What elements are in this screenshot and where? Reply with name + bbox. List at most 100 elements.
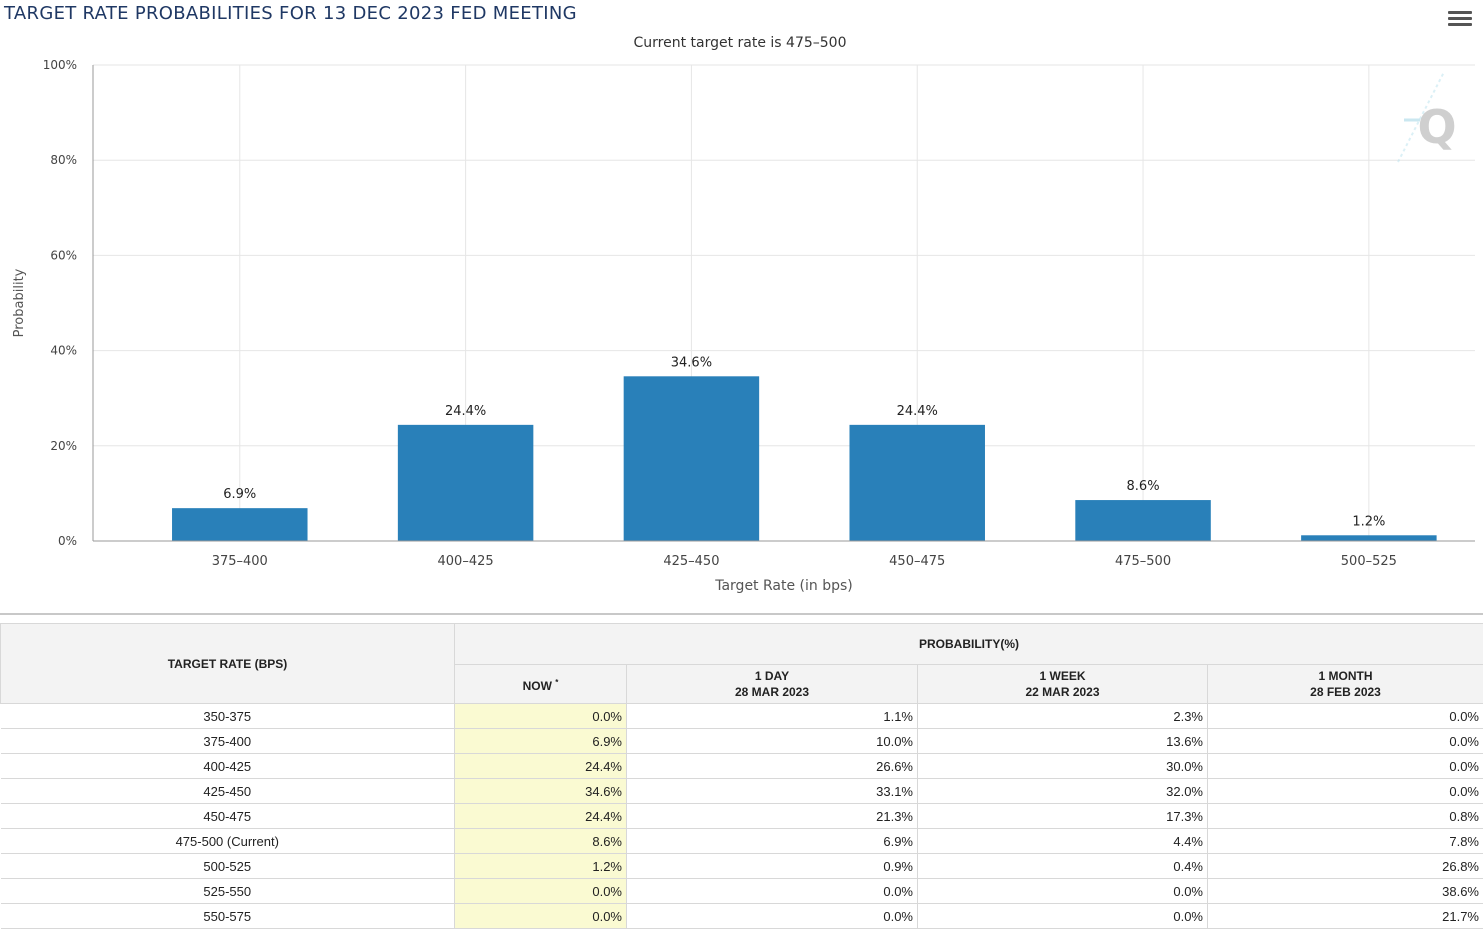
x-axis-title: Target Rate (in bps) bbox=[714, 578, 853, 594]
table-row: 400-425 24.4% 26.6% 30.0% 0.0% bbox=[1, 754, 1483, 779]
bar bbox=[398, 425, 533, 541]
bar bbox=[624, 376, 759, 541]
menu-bar bbox=[1448, 17, 1472, 20]
x-tick-label: 375–400 bbox=[212, 554, 268, 569]
bars bbox=[172, 376, 1437, 541]
probability-table: TARGET RATE (BPS) PROBABILITY(%) NOW * 1… bbox=[0, 623, 1483, 929]
one-week-probability-cell: 0.0% bbox=[918, 879, 1208, 904]
section-divider bbox=[0, 613, 1483, 615]
x-tick-label: 450–475 bbox=[889, 554, 945, 569]
one-day-column-header: 1 DAY 28 MAR 2023 bbox=[627, 665, 918, 704]
menu-bar bbox=[1448, 11, 1472, 14]
one-week-probability-cell: 32.0% bbox=[918, 779, 1208, 804]
one-day-probability-cell: 21.3% bbox=[627, 804, 918, 829]
y-tick-label: 60% bbox=[50, 248, 77, 262]
bar bbox=[849, 425, 984, 541]
chart-subtitle: Current target rate is 475–500 bbox=[633, 35, 846, 51]
data-labels: 6.9% 24.4% 34.6% 24.4% 8.6% 1.2% bbox=[223, 355, 1385, 529]
table-row: 500-525 1.2% 0.9% 0.4% 26.8% bbox=[1, 854, 1483, 879]
now-probability-cell: 8.6% bbox=[455, 829, 627, 854]
bar bbox=[1075, 500, 1210, 541]
q-watermark-icon: Q bbox=[1398, 72, 1457, 162]
target-rate-cell: 525-550 bbox=[1, 879, 455, 904]
target-rate-cell: 400-425 bbox=[1, 754, 455, 779]
one-month-column-header: 1 MONTH 28 FEB 2023 bbox=[1208, 665, 1483, 704]
y-axis-title: Probability bbox=[12, 268, 27, 337]
one-day-probability-cell: 26.6% bbox=[627, 754, 918, 779]
target-rate-cell: 500-525 bbox=[1, 854, 455, 879]
one-month-probability-cell: 0.0% bbox=[1208, 779, 1483, 804]
grid-lines bbox=[93, 65, 1475, 541]
data-label: 34.6% bbox=[671, 355, 712, 370]
one-week-label: 1 WEEK bbox=[922, 668, 1203, 684]
one-day-probability-cell: 6.9% bbox=[627, 829, 918, 854]
target-rate-cell: 350-375 bbox=[1, 704, 455, 729]
one-week-column-header: 1 WEEK 22 MAR 2023 bbox=[918, 665, 1208, 704]
y-tick-label: 80% bbox=[50, 153, 77, 167]
target-rate-cell: 425-450 bbox=[1, 779, 455, 804]
y-tick-label: 40% bbox=[50, 344, 77, 358]
now-label: NOW bbox=[523, 679, 552, 693]
data-label: 24.4% bbox=[445, 404, 486, 419]
now-probability-cell: 0.0% bbox=[455, 704, 627, 729]
bar bbox=[1301, 535, 1436, 541]
one-week-probability-cell: 0.4% bbox=[918, 854, 1208, 879]
one-day-probability-cell: 0.0% bbox=[627, 879, 918, 904]
one-month-probability-cell: 0.8% bbox=[1208, 804, 1483, 829]
table-row: 375-400 6.9% 10.0% 13.6% 0.0% bbox=[1, 729, 1483, 754]
probability-chart: TARGET RATE PROBABILITIES FOR 13 DEC 202… bbox=[0, 0, 1483, 608]
table-row: 525-550 0.0% 0.0% 0.0% 38.6% bbox=[1, 879, 1483, 904]
one-month-probability-cell: 7.8% bbox=[1208, 829, 1483, 854]
data-label: 1.2% bbox=[1352, 514, 1385, 529]
data-label: 8.6% bbox=[1127, 479, 1160, 494]
one-week-probability-cell: 2.3% bbox=[918, 704, 1208, 729]
one-month-probability-cell: 0.0% bbox=[1208, 704, 1483, 729]
now-probability-cell: 0.0% bbox=[455, 879, 627, 904]
one-month-probability-cell: 0.0% bbox=[1208, 754, 1483, 779]
y-tick-label: 20% bbox=[50, 439, 77, 453]
one-day-date: 28 MAR 2023 bbox=[631, 684, 913, 700]
table-row: 450-475 24.4% 21.3% 17.3% 0.8% bbox=[1, 804, 1483, 829]
now-probability-cell: 24.4% bbox=[455, 754, 627, 779]
target-rate-cell: 475-500 (Current) bbox=[1, 829, 455, 854]
one-day-probability-cell: 0.9% bbox=[627, 854, 918, 879]
now-probability-cell: 6.9% bbox=[455, 729, 627, 754]
x-tick-label: 475–500 bbox=[1115, 554, 1171, 569]
x-tick-label: 400–425 bbox=[438, 554, 494, 569]
probability-header: PROBABILITY(%) bbox=[455, 624, 1483, 665]
bar bbox=[172, 508, 307, 541]
table-row: 350-375 0.0% 1.1% 2.3% 0.0% bbox=[1, 704, 1483, 729]
watermark-letter: Q bbox=[1417, 100, 1456, 154]
y-tick-label: 0% bbox=[58, 534, 77, 548]
one-month-probability-cell: 0.0% bbox=[1208, 729, 1483, 754]
target-rate-cell: 375-400 bbox=[1, 729, 455, 754]
one-day-probability-cell: 10.0% bbox=[627, 729, 918, 754]
y-tick-label: 100% bbox=[43, 58, 77, 72]
now-probability-cell: 1.2% bbox=[455, 854, 627, 879]
table-row: 425-450 34.6% 33.1% 32.0% 0.0% bbox=[1, 779, 1483, 804]
one-week-probability-cell: 13.6% bbox=[918, 729, 1208, 754]
target-rate-header: TARGET RATE (BPS) bbox=[1, 624, 455, 704]
one-month-probability-cell: 38.6% bbox=[1208, 879, 1483, 904]
menu-bar bbox=[1448, 23, 1472, 26]
x-tick-label: 500–525 bbox=[1341, 554, 1397, 569]
chart-title: TARGET RATE PROBABILITIES FOR 13 DEC 202… bbox=[3, 3, 577, 24]
hamburger-menu-icon[interactable] bbox=[1448, 8, 1472, 28]
one-week-probability-cell: 17.3% bbox=[918, 804, 1208, 829]
one-week-date: 22 MAR 2023 bbox=[922, 684, 1203, 700]
x-tick-label: 425–450 bbox=[663, 554, 719, 569]
one-week-probability-cell: 30.0% bbox=[918, 754, 1208, 779]
one-day-probability-cell: 33.1% bbox=[627, 779, 918, 804]
one-month-label: 1 MONTH bbox=[1212, 668, 1479, 684]
data-label: 24.4% bbox=[897, 404, 938, 419]
now-column-header: NOW * bbox=[455, 665, 627, 704]
one-month-probability-cell: 26.8% bbox=[1208, 854, 1483, 879]
one-week-probability-cell: 4.4% bbox=[918, 829, 1208, 854]
data-label: 6.9% bbox=[223, 487, 256, 502]
one-month-date: 28 FEB 2023 bbox=[1212, 684, 1479, 700]
chart-svg: TARGET RATE PROBABILITIES FOR 13 DEC 202… bbox=[0, 0, 1483, 608]
one-day-label: 1 DAY bbox=[631, 668, 913, 684]
now-probability-cell: 34.6% bbox=[455, 779, 627, 804]
target-rate-cell: 450-475 bbox=[1, 804, 455, 829]
table-row: 475-500 (Current) 8.6% 6.9% 4.4% 7.8% bbox=[1, 829, 1483, 854]
